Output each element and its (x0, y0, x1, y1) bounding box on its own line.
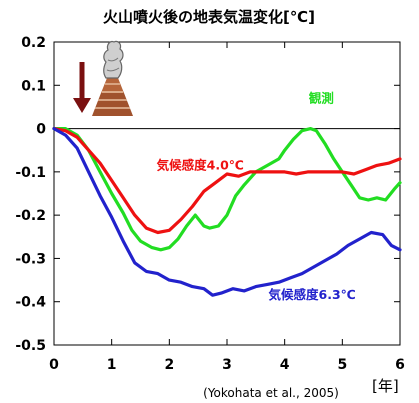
y-tick-label: 0.2 (21, 35, 46, 51)
x-tick-label: 6 (395, 357, 405, 373)
citation-text: (Yokohata et al., 2005) (203, 386, 339, 400)
y-tick-label: -0.5 (15, 338, 46, 354)
y-tick-label: -0.3 (15, 251, 46, 267)
y-axis-ticks: 0.2 0.1 0 -0.1 -0.2 -0.3 -0.4 -0.5 (15, 35, 400, 354)
x-tick-label: 5 (337, 357, 347, 373)
x-tick-label: 1 (107, 357, 117, 373)
y-tick-label: -0.4 (15, 295, 46, 311)
series-lines (52, 127, 402, 297)
y-tick-label: 0 (36, 122, 46, 138)
x-axis-unit-label: [年] (372, 377, 399, 395)
chart-title: 火山噴火後の地表気温変化[℃] (103, 8, 315, 26)
x-tick-label: 0 (49, 357, 59, 373)
y-tick-label: 0.1 (21, 78, 46, 94)
series-line-2 (52, 127, 402, 297)
series-annotation-1: 気候感度4.0℃ (157, 157, 244, 172)
x-tick-label: 2 (164, 357, 174, 373)
y-tick-label: -0.2 (15, 208, 46, 224)
y-tick-label: -0.1 (15, 165, 46, 181)
volcano-icon (92, 40, 133, 116)
series-annotation-0: 観測 (309, 90, 334, 105)
x-tick-label: 3 (222, 357, 232, 373)
series-annotation-2: 気候感度6.3℃ (269, 287, 356, 302)
series-line-1 (52, 127, 402, 235)
x-tick-label: 4 (280, 357, 290, 373)
x-axis-ticks: 0 1 2 3 4 5 6 (49, 42, 405, 373)
eruption-arrow-icon (73, 62, 91, 113)
series-line-0 (52, 127, 402, 252)
